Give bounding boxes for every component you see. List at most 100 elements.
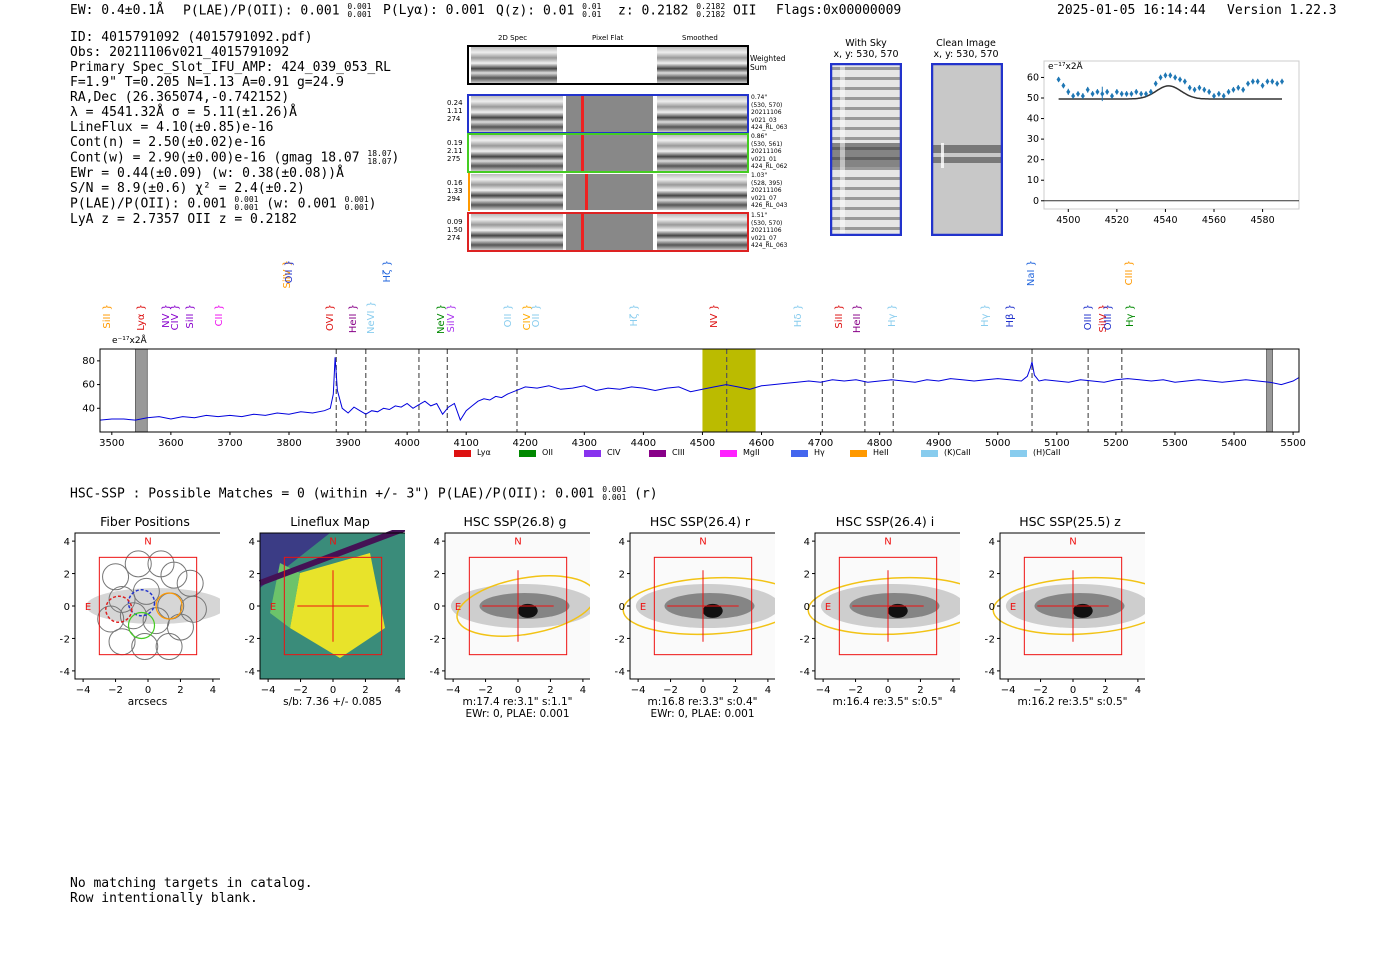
line-label: Hδ } bbox=[792, 304, 804, 328]
cutout-row-2-right: 0.86" (530, 561) 20211106 v021_01 424_RL_062 bbox=[751, 133, 788, 170]
galaxy-core bbox=[702, 603, 723, 618]
panel-xtick-label: 2 bbox=[732, 685, 738, 696]
spectrum-xtick-label: 4100 bbox=[453, 438, 478, 449]
line-label: Hγ } bbox=[887, 304, 899, 327]
line-label: NV } bbox=[708, 304, 720, 328]
panel-ytick-label: 4 bbox=[64, 537, 70, 548]
fiber-red bbox=[105, 595, 133, 623]
info-primary: Primary Spec_Slot_IFU_AMP: 424_039_053_R… bbox=[70, 60, 391, 75]
zoom-data-point bbox=[1265, 78, 1270, 85]
line-label: HeII } bbox=[851, 304, 863, 334]
cutout-row-3-right: 1.03" (528, 395) 20211106 v021_07 426_RL_043 bbox=[751, 172, 788, 209]
cutout-row-4-right: 1.51" (530, 570) 20211106 v021_07 424_RL_063 bbox=[751, 212, 788, 249]
spectrum-xtick-label: 3700 bbox=[217, 438, 242, 449]
col-label-2dspec: 2D Spec bbox=[498, 34, 528, 42]
info-contn: Cont(n) = 2.50(±0.02)e-16 bbox=[70, 135, 266, 150]
zoom-xtick-label: 4520 bbox=[1105, 215, 1129, 226]
spectrum-xtick-label: 3500 bbox=[99, 438, 124, 449]
info-obs: Obs: 20211106v021_4015791092 bbox=[70, 45, 290, 60]
search-box bbox=[1023, 556, 1123, 656]
panel-xtick-label: −4 bbox=[76, 685, 91, 696]
zoom-data-point bbox=[1085, 86, 1090, 93]
panel-xtick-label: 2 bbox=[917, 685, 923, 696]
panel-ytick-label: −4 bbox=[60, 667, 70, 678]
hsc-summary: HSC-SSP : Possible Matches = 0 (within +… bbox=[70, 485, 658, 502]
col-label-smoothed: Smoothed bbox=[682, 34, 718, 42]
zoom-data-point bbox=[1187, 84, 1192, 91]
header-plae: P(LAE)/P(OII): 0.001 0.001 0.001 bbox=[183, 2, 372, 19]
search-box bbox=[98, 556, 198, 656]
zoom-data-point bbox=[1134, 88, 1139, 95]
header-timestamp: 2025-01-05 16:14:44 bbox=[1057, 3, 1206, 18]
galaxy-core bbox=[517, 603, 538, 618]
spectrum-axes-frame bbox=[99, 348, 1300, 433]
fiber-orange bbox=[155, 592, 183, 620]
with-sky-image bbox=[830, 63, 902, 236]
panel-xtick-label: −2 bbox=[108, 685, 123, 696]
header-plya: P(Lyα): 0.001 bbox=[383, 3, 485, 18]
info-lambda: λ = 4541.32Å σ = 5.11(±1.26)Å bbox=[70, 105, 297, 120]
panel-xtick-label: 0 bbox=[1070, 685, 1076, 696]
search-box bbox=[468, 556, 568, 656]
cutout-row-3 bbox=[468, 173, 747, 211]
panel-ytick-label: −2 bbox=[60, 634, 70, 645]
search-box bbox=[283, 556, 383, 656]
info-ewr: EWr = 0.44(±0.09) (w: 0.38(±0.08))Å bbox=[70, 166, 344, 181]
info-lyaz: LyA z = 2.7357 OII z = 0.2182 bbox=[70, 212, 297, 227]
legend-label: Lyα bbox=[477, 448, 491, 457]
panel-ytick-label: 2 bbox=[989, 570, 995, 581]
cutout-row-4-left: 0.09 1.50 274 bbox=[447, 218, 463, 242]
panel-xtick-label: −2 bbox=[848, 685, 863, 696]
col-label-pixelflat: Pixel Flat bbox=[592, 34, 624, 42]
spectrum-ytick-label: 80 bbox=[82, 356, 95, 367]
panel-xtick-label: 2 bbox=[547, 685, 553, 696]
aperture-ellipse bbox=[992, 576, 1145, 636]
fiber-circle bbox=[97, 605, 125, 633]
panel-xtick-label: 4 bbox=[210, 685, 216, 696]
panel-ytick-label: −2 bbox=[985, 634, 995, 645]
panel-ytick-label: 2 bbox=[64, 570, 70, 581]
info-fwhm: F=1.9" T=0.205 N=1.13 A=0.91 g=24.9 bbox=[70, 75, 344, 90]
zoom-xtick-label: 4540 bbox=[1153, 215, 1177, 226]
zoom-data-point bbox=[1173, 74, 1178, 81]
zoom-xtick-label: 4560 bbox=[1202, 215, 1226, 226]
legend-label: CIV bbox=[607, 448, 621, 457]
hsc-panel-caption: m:16.8 re:3.3" s:0.4" EWr: 0, PLAE: 0.001 bbox=[647, 696, 758, 720]
full-spectrum-chart: 3500 3600 3700 3800 3900 4000 4100 4200 4300 4400… bbox=[82, 348, 1306, 449]
spectrum-ytick-label: 60 bbox=[82, 380, 95, 391]
zoom-data-point bbox=[1246, 80, 1250, 87]
line-label: Hγ } bbox=[980, 304, 992, 327]
panel-ytick-label: 0 bbox=[989, 602, 995, 613]
zoom-data-point bbox=[1090, 90, 1095, 97]
zoom-data-point bbox=[1212, 92, 1216, 99]
panel-xtick-label: 0 bbox=[515, 685, 521, 696]
zoom-data-point bbox=[1095, 88, 1100, 95]
panel-ytick-label: 4 bbox=[804, 537, 810, 548]
hsc-panel-caption: arcsecs bbox=[127, 696, 168, 708]
panel-ytick-label: 0 bbox=[619, 602, 625, 613]
hsc-panel-image: N E −4 −4 −2 −2 0 0 2 2 4 4 bbox=[430, 532, 590, 696]
east-label: E bbox=[85, 602, 91, 613]
spectrum-xtick-label: 3800 bbox=[276, 438, 301, 449]
zoom-data-point bbox=[1168, 72, 1173, 79]
zoom-data-point bbox=[1275, 80, 1280, 87]
zoom-data-point bbox=[1178, 76, 1182, 83]
panel-ytick-label: 2 bbox=[249, 570, 255, 581]
east-label: E bbox=[1010, 602, 1016, 613]
clean-image-title: Clean Image x, y: 530, 570 bbox=[933, 38, 999, 60]
header-qz: Q(z): 0.01 0.01 0.01 bbox=[496, 2, 602, 19]
panel-xtick-label: −2 bbox=[293, 685, 308, 696]
zoom-ytick-label: 60 bbox=[1027, 72, 1039, 83]
panel-xtick-label: 2 bbox=[1102, 685, 1108, 696]
line-label: Hζ } bbox=[628, 304, 640, 327]
zoom-ytick-label: 20 bbox=[1027, 155, 1039, 166]
panel-ytick-label: 4 bbox=[434, 537, 440, 548]
info-contw: Cont(w) = 2.90(±0.00)e-16 (gmag 18.07 18… bbox=[70, 149, 400, 166]
spectrum-xtick-label: 4900 bbox=[926, 438, 951, 449]
zoom-ytick-label: 10 bbox=[1027, 175, 1039, 186]
spectrum-xtick-label: 4500 bbox=[690, 438, 715, 449]
spectrum-xtick-label: 4400 bbox=[631, 438, 656, 449]
line-label: SiII } bbox=[101, 304, 113, 329]
hsc-panel-title: HSC SSP(26.4) i bbox=[835, 514, 935, 529]
panel-ytick-label: −2 bbox=[245, 634, 255, 645]
